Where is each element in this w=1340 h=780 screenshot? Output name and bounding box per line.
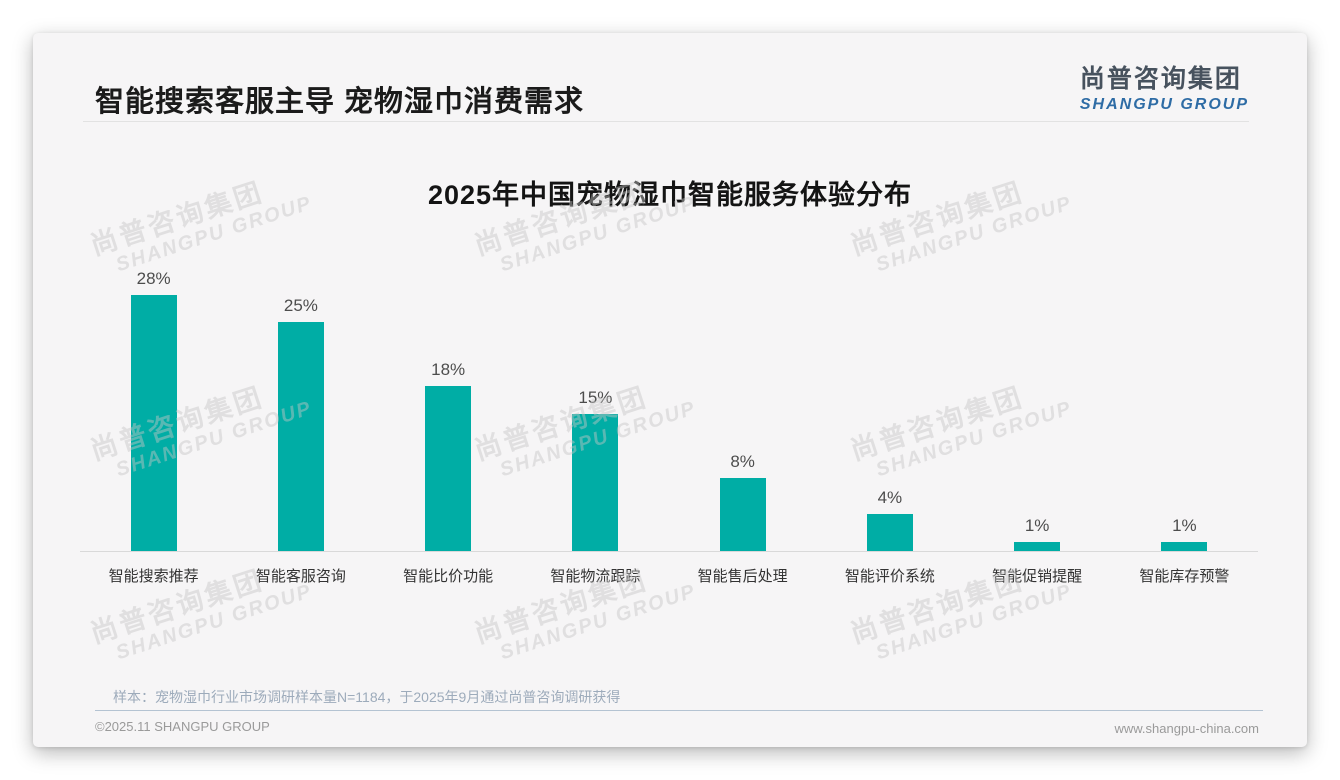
bar-column: 4% (816, 233, 963, 551)
chart-title: 2025年中国宠物湿巾智能服务体验分布 (427, 180, 913, 210)
bar-category-label: 智能售后处理 (697, 568, 788, 585)
bar (130, 295, 177, 551)
header-divider (83, 121, 1249, 122)
logo-english-text: SHANGPU GROUP (1079, 96, 1249, 113)
bar (425, 386, 472, 551)
footer-divider (95, 710, 1263, 711)
watermark-english-text: SHANGPU GROUP (497, 580, 700, 665)
watermark-english-text: SHANGPU GROUP (113, 580, 316, 665)
bar-value-label: 1% (1172, 516, 1197, 535)
bar-column: 1% (1111, 233, 1258, 551)
bar-value-label: 8% (730, 452, 755, 471)
category-axis-labels: 智能搜索推荐 智能客服咨询 智能比价功能 智能物流跟踪 智能售后处理 智能评价系统 智能促销… (80, 565, 1258, 586)
bar-category-label: 智能促销提醒 (992, 568, 1083, 585)
bar-value-label: 4% (877, 488, 903, 507)
page-title: 智能搜索客服主导 宠物湿巾消费需求 (95, 86, 585, 118)
bar (1161, 542, 1208, 551)
bar-column: 8% (669, 233, 816, 551)
bar-category-label: 智能客服咨询 (255, 568, 346, 585)
bar-category-label: 智能比价功能 (403, 568, 494, 585)
bar-column: 25% (227, 233, 374, 551)
sample-note: 样本：宠物湿巾行业市场调研样本量N=1184，于2025年9月通过尚普咨询调研获… (113, 689, 621, 705)
website-link[interactable]: www.shangpu-china.com (1114, 721, 1259, 736)
x-axis-line (80, 551, 1258, 552)
bar-category-label: 智能评价系统 (844, 568, 935, 585)
bar-column: 18% (375, 233, 522, 551)
bar-chart: 28% 25% 18% 15% 8% 4% 1% 1% (80, 233, 1258, 551)
bar (866, 514, 913, 551)
shangpu-logo: 尚普咨询集团 SHANGPU GROUP (1080, 59, 1249, 114)
watermark-english-text: SHANGPU GROUP (873, 580, 1076, 665)
bar-category-label: 智能物流跟踪 (550, 568, 641, 585)
bar-column: 15% (522, 233, 669, 551)
bar-value-label: 28% (136, 269, 171, 288)
bar (719, 478, 766, 551)
report-card: 智能搜索客服主导 宠物湿巾消费需求 尚普咨询集团 SHANGPU GROUP 2… (33, 33, 1307, 747)
bar-value-label: 25% (283, 296, 318, 315)
bar (1014, 542, 1061, 551)
logo-chinese-text: 尚普咨询集团 (1079, 65, 1242, 93)
bar-category-label: 智能搜索推荐 (108, 568, 199, 585)
bar (572, 414, 619, 551)
bar-category-label: 智能库存预警 (1139, 568, 1230, 585)
bar-value-label: 18% (431, 360, 466, 379)
bar-value-label: 1% (1024, 516, 1050, 535)
bar (277, 322, 324, 551)
copyright-text: ©2025.11 SHANGPU GROUP (95, 719, 270, 734)
bar-value-label: 15% (578, 388, 613, 407)
bar-column: 28% (80, 233, 227, 551)
bar-column: 1% (964, 233, 1111, 551)
